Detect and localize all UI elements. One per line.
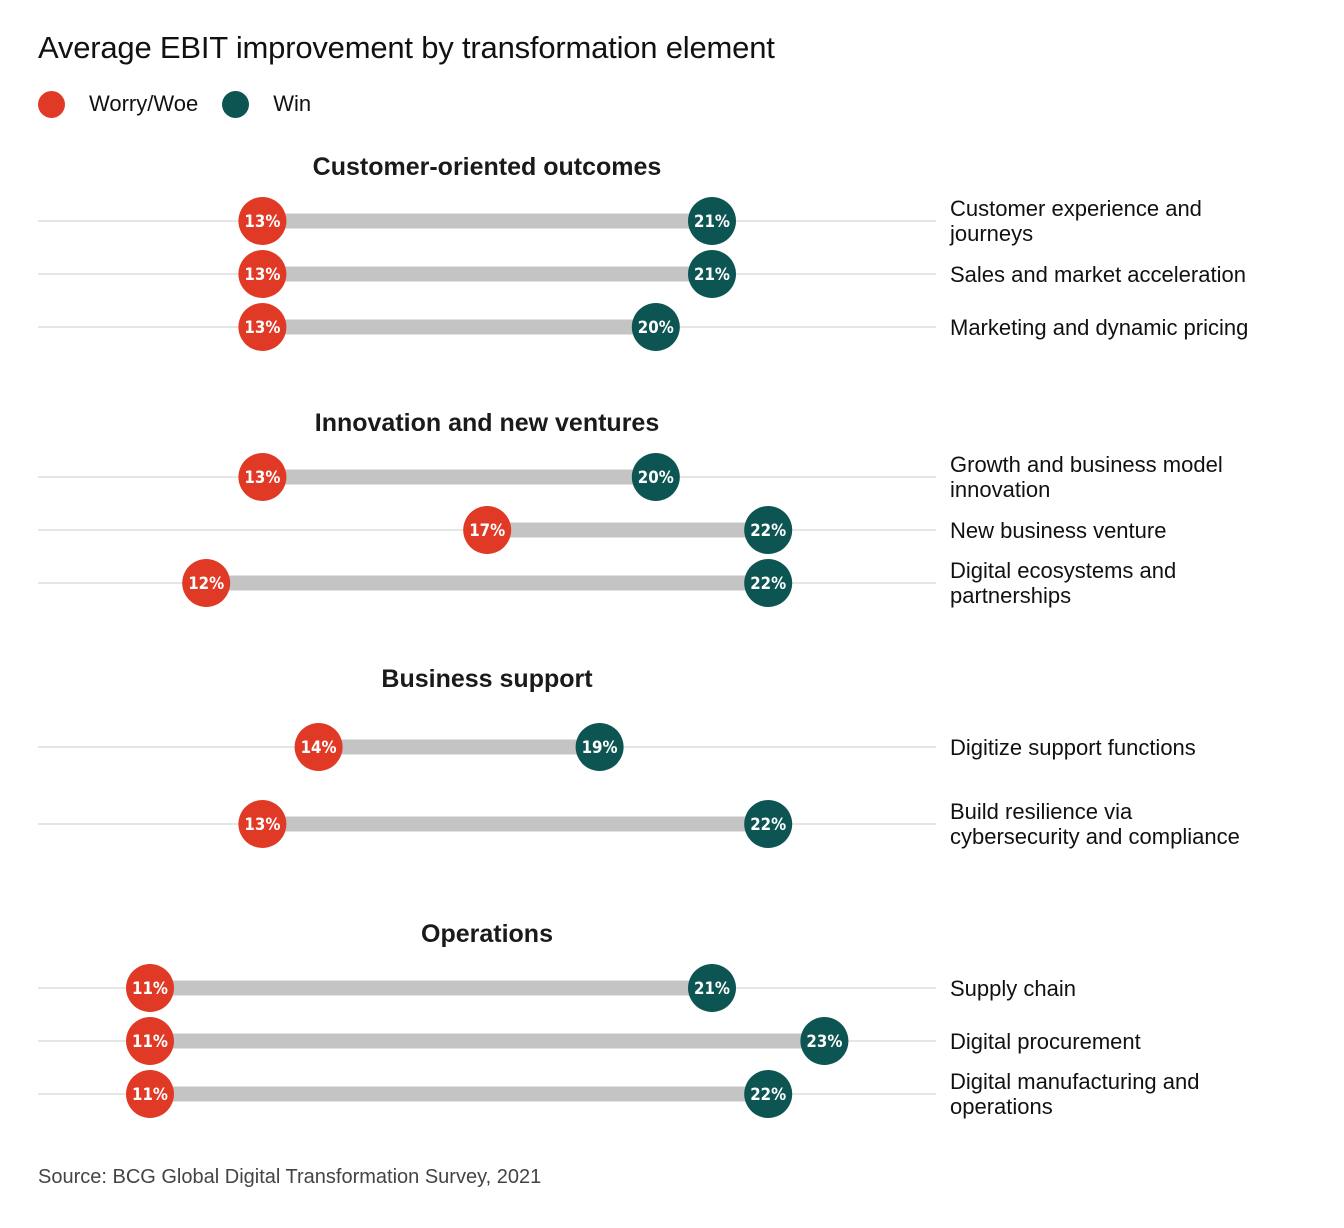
row-label-line: Digital manufacturing and (950, 1069, 1199, 1094)
group-title: Customer-oriented outcomes (313, 153, 662, 181)
worry-value-label: 11% (132, 1032, 168, 1052)
row-label-line: operations (950, 1094, 1053, 1119)
win-dot (744, 1070, 793, 1118)
group-title: Innovation and new ventures (315, 409, 660, 437)
worry-value-label: 13% (244, 265, 280, 285)
win-value-label: 22% (750, 1085, 786, 1105)
win-value-label: 21% (694, 979, 730, 999)
row-label: Supply chain (950, 976, 1076, 1001)
worry-value-label: 13% (244, 468, 280, 488)
worry-dot (238, 303, 287, 351)
row-label: New business venture (950, 518, 1166, 543)
worry-dot (463, 506, 512, 554)
row-label: Marketing and dynamic pricing (950, 315, 1248, 340)
row-label-line: partnerships (950, 583, 1071, 608)
win-dot (575, 723, 624, 771)
win-dot (688, 964, 736, 1012)
win-value-label: 23% (806, 1032, 842, 1052)
row-label-line: Customer experience and (950, 196, 1202, 221)
legend-label-worry: Worry/Woe (89, 91, 199, 116)
worry-value-label: 14% (301, 738, 337, 758)
win-dot (744, 506, 793, 554)
worry-dot (238, 197, 287, 245)
legend-label-win: Win (273, 91, 312, 116)
row-label-line: New business venture (950, 518, 1166, 543)
worry-dot (238, 453, 287, 501)
win-value-label: 22% (750, 521, 786, 541)
row-label-line: innovation (950, 477, 1050, 502)
win-dot (744, 800, 793, 848)
worry-dot (126, 964, 174, 1012)
group-title: Operations (421, 920, 553, 948)
worry-value-label: 17% (469, 521, 505, 541)
win-value-label: 21% (694, 212, 730, 232)
win-dot (744, 559, 793, 607)
win-value-label: 22% (750, 574, 786, 594)
win-dot (688, 250, 736, 298)
row-label: Sales and market acceleration (950, 262, 1246, 287)
row-label: Growth and business model innovation (950, 452, 1223, 502)
row-label-line: Growth and business model (950, 452, 1223, 477)
win-value-label: 19% (582, 738, 618, 758)
worry-value-label: 13% (244, 318, 280, 338)
win-dot (631, 453, 680, 501)
worry-value-label: 13% (244, 815, 280, 835)
worry-dot (126, 1070, 174, 1118)
win-value-label: 22% (750, 815, 786, 835)
worry-value-label: 12% (188, 574, 224, 594)
win-dot (688, 197, 736, 245)
worry-dot (294, 723, 343, 771)
row-label-line: Digitize support functions (950, 735, 1196, 760)
win-value-label: 21% (694, 265, 730, 285)
win-dot (800, 1017, 849, 1065)
worry-value-label: 11% (132, 1085, 168, 1105)
win-value-label: 20% (638, 468, 674, 488)
legend-item-worry: Worry/Woe (38, 90, 199, 118)
chart-title: Average EBIT improvement by transformati… (38, 30, 775, 65)
row-label: Digital ecosystems and partnerships (950, 558, 1176, 608)
win-value-label: 20% (638, 318, 674, 338)
legend-swatch-worry (38, 90, 65, 118)
row-label-line: cybersecurity and compliance (950, 824, 1240, 849)
legend-swatch-win (222, 90, 250, 118)
row-label: Build resilience via cybersecurity and co… (950, 799, 1240, 849)
worry-dot (238, 250, 287, 298)
worry-value-label: 11% (132, 979, 168, 999)
worry-dot (182, 559, 231, 607)
row-label-line: Marketing and dynamic pricing (950, 315, 1248, 340)
row-label-line: Digital procurement (950, 1029, 1141, 1054)
row-label: Customer experience and journeys (949, 196, 1202, 246)
row-label: Digital procurement (950, 1029, 1141, 1054)
row-label-line: Build resilience via (950, 799, 1133, 824)
row-label-line: journeys (949, 221, 1033, 246)
row-label-line: Sales and market acceleration (950, 262, 1246, 287)
group-title: Business support (381, 665, 593, 693)
row-label: Digitize support functions (950, 735, 1196, 760)
row-label-line: Supply chain (950, 976, 1076, 1001)
legend-item-win: Win (222, 90, 312, 118)
worry-value-label: 13% (244, 212, 280, 232)
row-label: Digital manufacturing and operations (950, 1069, 1199, 1119)
worry-dot (238, 800, 287, 848)
source-note: Source: BCG Global Digital Transformatio… (38, 1166, 542, 1188)
row-label-line: Digital ecosystems and (950, 558, 1176, 583)
chart-legend: Worry/Woe Win (38, 89, 335, 119)
worry-dot (126, 1017, 174, 1065)
win-dot (631, 303, 680, 351)
